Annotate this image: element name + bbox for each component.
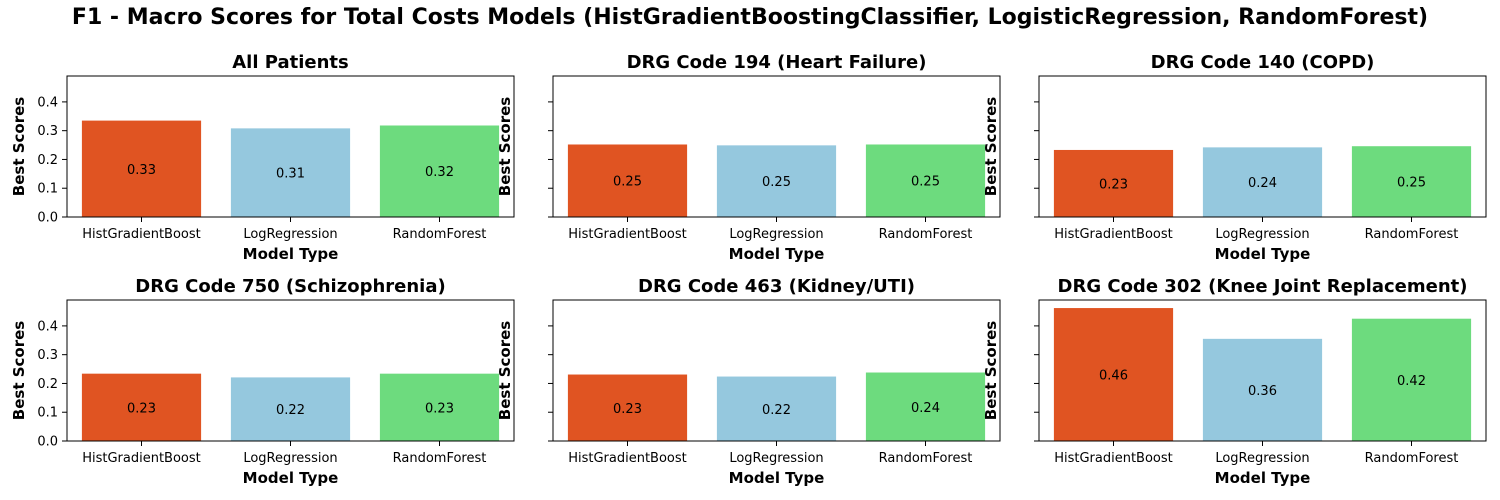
y-tick-label: 0.0 bbox=[37, 435, 58, 450]
x-axis-label: Model Type bbox=[729, 469, 825, 487]
x-axis-label: Model Type bbox=[1215, 245, 1311, 263]
x-axis-label: Model Type bbox=[243, 245, 339, 263]
y-tick-label: 0.2 bbox=[37, 377, 58, 392]
x-tick-label: HistGradientBoost bbox=[1054, 227, 1173, 242]
plot-frame bbox=[552, 299, 1001, 442]
plot-frame bbox=[1038, 299, 1487, 442]
y-tick-label: 0.1 bbox=[37, 406, 58, 421]
x-tick-label: RandomForest bbox=[393, 451, 487, 466]
bar-logregression bbox=[1202, 338, 1323, 441]
x-tick-label: RandomForest bbox=[393, 227, 487, 242]
data-label: 0.25 bbox=[762, 175, 791, 190]
y-axis-label: Best Scores bbox=[10, 97, 28, 196]
bar-logregression bbox=[716, 145, 837, 217]
bar-histgradientboost bbox=[567, 144, 688, 217]
data-label: 0.32 bbox=[425, 165, 454, 180]
x-axis-label: Model Type bbox=[243, 469, 339, 487]
data-label: 0.22 bbox=[276, 403, 305, 418]
figure-title: F1 - Macro Scores for Total Costs Models… bbox=[71, 5, 1429, 30]
y-axis-label: Best Scores bbox=[496, 97, 514, 196]
x-tick-label: HistGradientBoost bbox=[1054, 451, 1173, 466]
bar-logregression bbox=[716, 376, 837, 441]
bar-histgradientboost bbox=[567, 374, 688, 441]
plot-frame bbox=[66, 75, 515, 218]
bar-logregression bbox=[230, 377, 351, 441]
panel-title: DRG Code 140 (COPD) bbox=[1151, 52, 1375, 73]
x-axis-label: Model Type bbox=[1215, 469, 1311, 487]
plot-frame bbox=[552, 75, 1001, 218]
data-label: 0.25 bbox=[613, 175, 642, 190]
x-tick-label: LogRegression bbox=[1215, 227, 1309, 242]
data-label: 0.36 bbox=[1248, 384, 1277, 399]
y-tick-label: 0.4 bbox=[37, 95, 58, 110]
y-tick-label: 0.1 bbox=[37, 182, 58, 197]
data-label: 0.46 bbox=[1099, 369, 1128, 384]
y-axis-label: Best Scores bbox=[496, 321, 514, 420]
y-axis-label: Best Scores bbox=[10, 321, 28, 420]
data-label: 0.42 bbox=[1397, 374, 1426, 389]
x-tick-label: HistGradientBoost bbox=[82, 227, 201, 242]
x-tick-label: RandomForest bbox=[1365, 451, 1459, 466]
bar-logregression bbox=[1202, 147, 1323, 217]
panel-title: DRG Code 302 (Knee Joint Replacement) bbox=[1058, 276, 1468, 297]
x-tick-label: LogRegression bbox=[1215, 451, 1309, 466]
bar-randomforest bbox=[865, 144, 986, 217]
x-tick-label: HistGradientBoost bbox=[82, 451, 201, 466]
bar-histgradientboost bbox=[81, 373, 202, 441]
data-label: 0.23 bbox=[613, 402, 642, 417]
bar-randomforest bbox=[1351, 146, 1472, 217]
x-tick-label: RandomForest bbox=[879, 227, 973, 242]
bar-randomforest bbox=[379, 125, 500, 217]
data-label: 0.23 bbox=[1099, 177, 1128, 192]
x-tick-label: LogRegression bbox=[729, 227, 823, 242]
data-label: 0.25 bbox=[1397, 176, 1426, 191]
panel-title: DRG Code 463 (Kidney/UTI) bbox=[638, 276, 915, 297]
bar-logregression bbox=[230, 128, 351, 217]
y-tick-label: 0.4 bbox=[37, 319, 58, 334]
y-tick-label: 0.2 bbox=[37, 153, 58, 168]
bar-randomforest bbox=[379, 373, 500, 441]
data-label: 0.24 bbox=[1248, 176, 1277, 191]
x-tick-label: LogRegression bbox=[243, 451, 337, 466]
y-axis-label: Best Scores bbox=[982, 97, 1000, 196]
x-tick-label: RandomForest bbox=[879, 451, 973, 466]
panel-title: All Patients bbox=[232, 52, 349, 73]
bar-histgradientboost bbox=[1053, 149, 1174, 217]
data-label: 0.23 bbox=[127, 401, 156, 416]
x-tick-label: HistGradientBoost bbox=[568, 451, 687, 466]
x-tick-label: HistGradientBoost bbox=[568, 227, 687, 242]
panel-title: DRG Code 194 (Heart Failure) bbox=[627, 52, 927, 73]
y-axis-label: Best Scores bbox=[982, 321, 1000, 420]
data-label: 0.22 bbox=[762, 403, 791, 418]
y-tick-label: 0.0 bbox=[37, 211, 58, 226]
plot-frame bbox=[1038, 75, 1487, 218]
bar-histgradientboost bbox=[1053, 308, 1174, 441]
x-tick-label: LogRegression bbox=[243, 227, 337, 242]
x-axis-label: Model Type bbox=[729, 245, 825, 263]
data-label: 0.33 bbox=[127, 163, 156, 178]
y-tick-label: 0.3 bbox=[37, 124, 58, 139]
panel-title: DRG Code 750 (Schizophrenia) bbox=[135, 276, 445, 297]
bar-histgradientboost bbox=[81, 120, 202, 217]
bar-randomforest bbox=[1351, 318, 1472, 441]
x-tick-label: RandomForest bbox=[1365, 227, 1459, 242]
plot-frame bbox=[66, 299, 515, 442]
data-label: 0.25 bbox=[911, 175, 940, 190]
bar-randomforest bbox=[865, 372, 986, 441]
data-label: 0.23 bbox=[425, 401, 454, 416]
data-label: 0.31 bbox=[276, 167, 305, 182]
x-tick-label: LogRegression bbox=[729, 451, 823, 466]
y-tick-label: 0.3 bbox=[37, 348, 58, 363]
data-label: 0.24 bbox=[911, 401, 940, 416]
